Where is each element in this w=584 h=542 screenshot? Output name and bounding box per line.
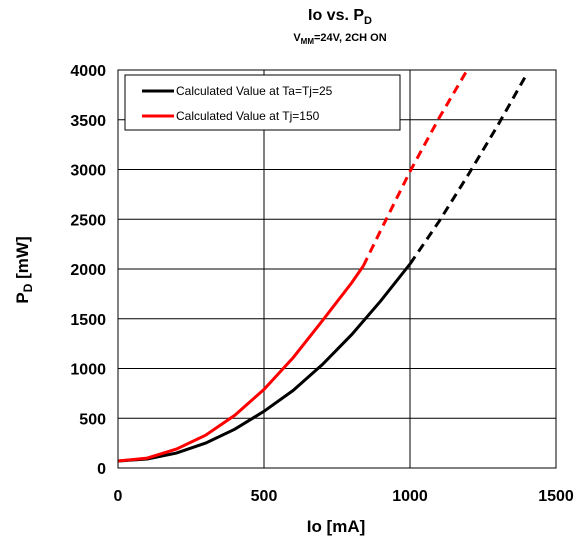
series-0-extrapolated-line <box>408 73 529 265</box>
y-axis-title-subscript: D <box>21 283 35 292</box>
y-tick-label-4: 2000 <box>70 262 106 279</box>
legend: Calculated Value at Ta=Tj=25 Calculated … <box>124 74 401 131</box>
y-tick-label-3: 1500 <box>70 312 106 329</box>
legend-box <box>124 74 401 131</box>
x-tick-label-0: 0 <box>114 488 123 505</box>
chart-title-main: Io vs. P <box>308 7 364 24</box>
chart-title-subscript: D <box>364 15 372 27</box>
series-layer <box>117 67 529 463</box>
chart-subtitle-v-subscript: MM <box>301 37 315 46</box>
plot-frame <box>117 69 557 469</box>
series-1-line <box>117 265 365 463</box>
legend-label-ta25: Calculated Value at Ta=Tj=25 <box>176 84 333 98</box>
y-tick-label-2: 1000 <box>70 362 106 379</box>
x-tick-label-1: 500 <box>251 488 278 505</box>
tick-labels: 0 500 1000 1500 0 500 1000 1500 2000 2500 3000 3500… <box>70 63 573 505</box>
chart-subtitle-v: V <box>293 32 301 44</box>
series-1-extrapolated-line <box>361 67 470 267</box>
chart-subtitle: VMM=24V, 2CH ON <box>293 32 386 46</box>
y-tick-label-7: 3500 <box>70 113 106 130</box>
y-tick-label-0: 0 <box>97 461 106 478</box>
y-tick-label-5: 2500 <box>70 212 106 229</box>
y-axis-title-main: P <box>13 292 32 303</box>
x-tick-label-3: 1500 <box>538 488 574 505</box>
y-axis-title: PD [mW] <box>13 236 35 303</box>
y-tick-label-1: 500 <box>79 411 106 428</box>
legend-label-tj150: Calculated Value at Tj=150 <box>176 109 320 123</box>
chart-title: Io vs. PD <box>308 7 372 27</box>
y-axis-title-rest: [mW] <box>13 236 32 283</box>
chart-subtitle-rest: =24V, 2CH ON <box>314 32 387 44</box>
y-tick-label-8: 4000 <box>70 63 106 80</box>
y-tick-label-6: 3000 <box>70 163 106 180</box>
x-tick-label-2: 1000 <box>392 488 428 505</box>
x-axis-title: Io [mA] <box>307 517 366 536</box>
series-0-line <box>117 263 412 463</box>
